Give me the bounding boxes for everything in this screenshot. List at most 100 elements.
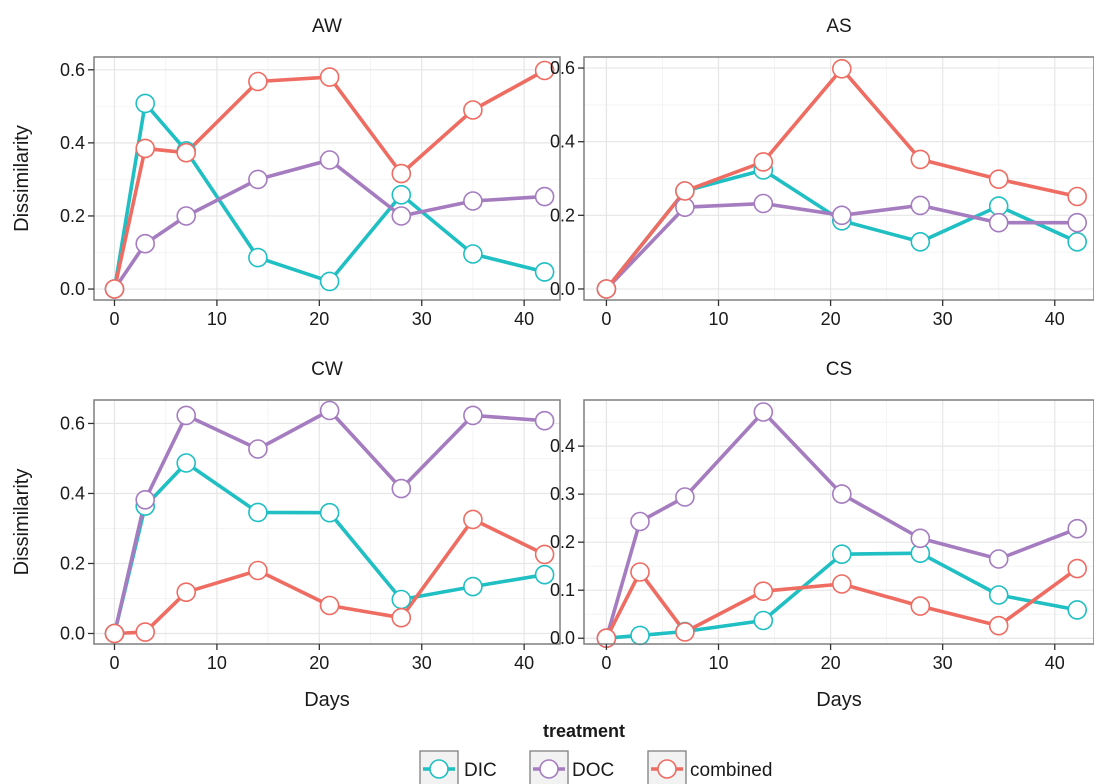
data-point-doc — [463, 191, 483, 211]
data-point-doc — [176, 206, 196, 226]
legend-key-point — [429, 759, 449, 779]
y-tick-label: 0.6 — [60, 60, 85, 80]
data-point-doc — [910, 528, 931, 549]
x-tick-label: 40 — [514, 653, 534, 673]
y-tick-label: 0.1 — [550, 580, 575, 600]
series-line-doc — [112, 408, 547, 636]
y-tick-label: 0.2 — [550, 532, 575, 552]
data-point-dic — [135, 93, 155, 114]
panels: AW 0 10 20 30 40 0.0 0.2 0.4 0.6 Dissimilarity AS 0 1… — [11, 16, 1094, 711]
data-point-combined — [248, 71, 268, 92]
y-tick-label: 0.3 — [550, 484, 575, 504]
data-point-doc — [463, 405, 483, 426]
data-point-doc — [135, 233, 155, 254]
x-axis-label: Days — [816, 689, 862, 711]
legend-key-point — [657, 759, 677, 779]
data-point-combined — [104, 623, 125, 644]
data-point-doc — [534, 410, 555, 431]
x-tick-label: 40 — [1045, 653, 1065, 673]
y-axis-label: Dissimilarity — [11, 125, 33, 232]
data-point-dic — [391, 589, 412, 610]
y-tick-label: 0.6 — [550, 58, 575, 78]
data-point-dic — [988, 196, 1009, 216]
panel-title: CW — [311, 359, 343, 380]
x-tick-label: 0 — [601, 653, 611, 673]
y-tick-label: 0.4 — [550, 132, 575, 152]
data-point-doc — [1067, 212, 1087, 233]
data-point-combined — [176, 582, 196, 603]
y-tick-label: 0.2 — [550, 205, 575, 225]
data-point-doc — [753, 193, 774, 214]
data-point-combined — [135, 138, 155, 159]
legend-item-combined: combined — [647, 750, 772, 784]
y-tick-label: 0.2 — [60, 553, 85, 573]
data-point-combined — [248, 560, 268, 581]
x-tick-label: 30 — [933, 653, 953, 673]
panel-title: CS — [826, 359, 852, 380]
data-point-combined — [104, 279, 125, 299]
data-point-dic — [534, 564, 555, 585]
data-point-doc — [675, 487, 695, 507]
data-point-combined — [391, 163, 412, 184]
data-point-combined — [988, 169, 1009, 189]
data-point-combined — [910, 596, 931, 616]
x-tick-label: 20 — [821, 309, 841, 329]
y-tick-label: 0.4 — [550, 436, 575, 456]
x-tick-label: 30 — [412, 653, 432, 673]
x-tick-label: 0 — [109, 309, 119, 329]
legend-key-point — [539, 759, 559, 779]
data-point-combined — [596, 279, 617, 299]
panel-title: AW — [312, 16, 342, 37]
data-point-doc — [630, 511, 650, 532]
panel-cs: CS 0 10 20 30 40 0.0 0.1 0.2 0.3 0.4 Days — [550, 359, 1094, 711]
x-tick-label: 0 — [601, 309, 611, 329]
data-point-dic — [753, 610, 774, 631]
y-tick-label: 0.0 — [60, 623, 85, 643]
legend-item-dic: DIC — [419, 750, 497, 784]
panel-border — [583, 56, 1094, 301]
data-point-dic — [831, 544, 852, 565]
x-tick-label: 10 — [207, 653, 227, 673]
x-axis-label: Days — [304, 689, 350, 711]
y-tick-label: 0.4 — [60, 133, 85, 153]
panel-title: AS — [826, 16, 851, 37]
data-point-combined — [1067, 186, 1087, 207]
x-tick-label: 10 — [708, 309, 728, 329]
y-tick-label: 0.0 — [60, 279, 85, 299]
legend-item-doc: DOC — [529, 750, 614, 784]
x-tick-label: 20 — [309, 653, 329, 673]
data-point-combined — [1067, 558, 1087, 579]
y-tick-label: 0.6 — [60, 413, 85, 433]
data-point-doc — [831, 484, 852, 504]
x-tick-label: 40 — [514, 309, 534, 329]
data-point-dic — [463, 244, 483, 264]
x-tick-label: 20 — [309, 309, 329, 329]
x-tick-label: 30 — [933, 309, 953, 329]
data-point-doc — [176, 405, 196, 426]
data-point-doc — [988, 212, 1009, 233]
data-point-combined — [176, 142, 196, 163]
data-point-combined — [988, 615, 1009, 636]
data-point-dic — [1067, 600, 1087, 620]
data-point-dic — [248, 502, 268, 523]
data-point-doc — [248, 169, 268, 190]
data-point-combined — [753, 581, 774, 602]
data-point-doc — [319, 150, 340, 170]
legend: treatment DIC DOC combined — [419, 721, 772, 784]
data-point-combined — [831, 574, 852, 594]
data-point-dic — [630, 625, 650, 646]
data-point-doc — [910, 195, 931, 216]
data-point-dic — [391, 185, 412, 205]
data-point-combined — [534, 60, 555, 81]
x-tick-label: 10 — [207, 309, 227, 329]
data-point-dic — [176, 453, 196, 473]
legend-title: treatment — [543, 721, 625, 741]
x-tick-label: 0 — [109, 653, 119, 673]
data-point-doc — [248, 439, 268, 459]
data-point-doc — [753, 402, 774, 422]
data-point-doc — [988, 549, 1009, 569]
data-point-doc — [534, 186, 555, 207]
panel-aw: AW 0 10 20 30 40 0.0 0.2 0.4 0.6 Dissimilarity — [11, 16, 561, 329]
data-point-doc — [391, 206, 412, 226]
